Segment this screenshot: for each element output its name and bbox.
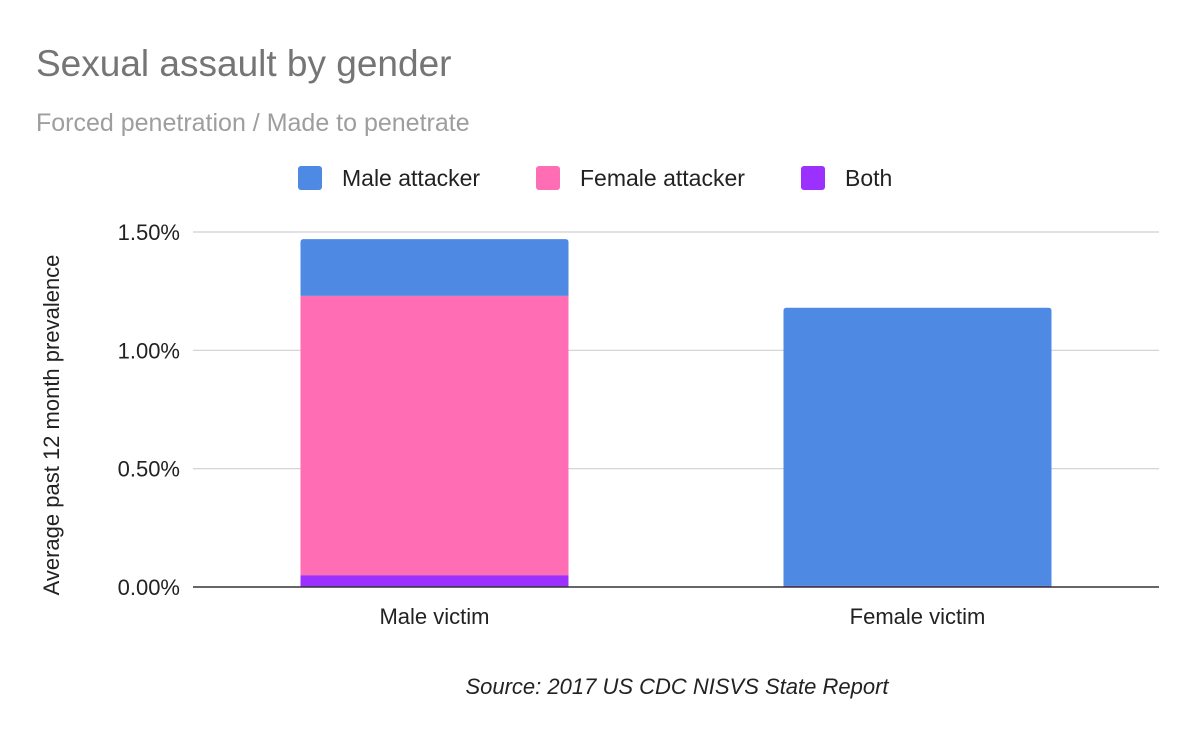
y-tick-label: 0.00% xyxy=(118,575,180,600)
bar-female-attacker xyxy=(300,295,569,576)
x-tick-label: Male victim xyxy=(379,604,489,629)
y-tick-label: 0.50% xyxy=(118,457,180,482)
bar-male-attacker xyxy=(783,307,1052,586)
legend-label-both: Both xyxy=(845,165,892,191)
y-tick-label: 1.00% xyxy=(118,338,180,363)
y-axis-ticks: 0.00% 0.50% 1.00% 1.50% xyxy=(118,220,180,600)
legend-swatch-female-attacker xyxy=(536,166,560,190)
bar-both xyxy=(300,575,569,587)
y-axis-label: Average past 12 month prevalence xyxy=(39,255,64,596)
chart-subtitle: Forced penetration / Made to penetrate xyxy=(36,109,470,137)
source-note: Source: 2017 US CDC NISVS State Report xyxy=(465,674,889,699)
legend-label-female-attacker: Female attacker xyxy=(580,165,745,191)
x-tick-label: Female victim xyxy=(850,604,986,629)
x-axis-labels: Male victim Female victim xyxy=(379,604,985,629)
legend-swatch-both xyxy=(801,166,825,190)
bars xyxy=(300,239,1052,588)
chart-title: Sexual assault by gender xyxy=(36,43,452,84)
bar-male-attacker xyxy=(300,239,569,296)
legend: Male attacker Female attacker Both xyxy=(298,165,892,191)
legend-swatch-male-attacker xyxy=(298,166,322,190)
y-tick-label: 1.50% xyxy=(118,220,180,245)
legend-label-male-attacker: Male attacker xyxy=(342,165,480,191)
